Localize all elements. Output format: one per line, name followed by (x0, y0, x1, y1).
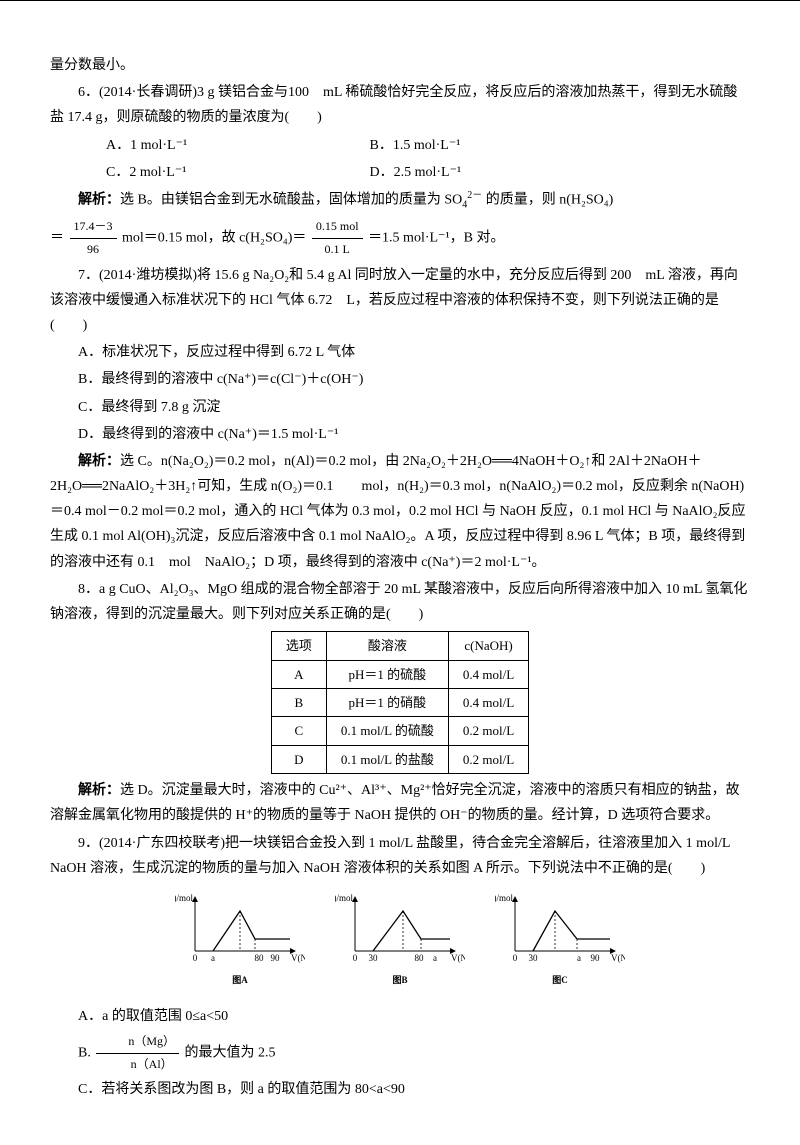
chart-B: n(沉淀)/mol V(NaOH) 0 30 80 a 图B (335, 891, 465, 998)
svg-text:30: 30 (369, 953, 379, 963)
q6-optD: D．2.5 mol·L⁻¹ (342, 160, 602, 185)
q6-options-row2: C．2 mol·L⁻¹ D．2.5 mol·L⁻¹ (50, 160, 750, 185)
svg-text:0: 0 (513, 953, 518, 963)
th-opt: 选项 (271, 632, 326, 660)
svg-text:V(NaOH): V(NaOH) (291, 953, 305, 963)
q7-ans-text: 选 C。n(Na₂O₂)＝0.2 mol，n(Al)＝0.2 mol，由 2Na… (50, 454, 746, 570)
svg-text:80: 80 (415, 953, 425, 963)
document-page: 量分数最小。 6．(2014·长春调研)3 g 镁铝合金与100 mL 稀硫酸恰… (0, 0, 800, 1145)
svg-text:a: a (577, 953, 581, 963)
q6-analysis: 解析：选 B。由镁铝合金到无水硫酸盐，固体增加的质量为 SO42－ 的质量，则 … (50, 187, 750, 214)
th-acid: 酸溶液 (326, 632, 448, 660)
svg-text:90: 90 (591, 953, 601, 963)
optB-tail: 的最大值为 2.5 (185, 1046, 276, 1061)
q9-stem: 9．(2014·广东四校联考)把一块镁铝合金投入到 1 mol/L 盐酸里，待合… (50, 831, 750, 881)
q8-analysis: 解析：选 D。沉淀量最大时，溶液中的 Cu²⁺、Al³⁺、Mg²⁺恰好完全沉淀，… (50, 778, 750, 828)
q6-optA: A．1 mol·L⁻¹ (78, 133, 338, 158)
q8-stem: 8．a g CuO、Al₂O₃、MgO 组成的混合物全部溶于 20 mL 某酸溶… (50, 577, 750, 627)
optB-frac: n（Mg） n（Al） (94, 1031, 181, 1075)
svg-text:0: 0 (193, 953, 198, 963)
svg-text:80: 80 (255, 953, 265, 963)
q6-equation: ＝ 17.4－3 96 mol＝0.15 mol，故 c(H₂SO₄)＝ 0.1… (50, 216, 750, 260)
q9-optA: A．a 的取值范围 0≤a<50 (50, 1004, 750, 1029)
q7-optD: D．最终得到的溶液中 c(Na⁺)＝1.5 mol·L⁻¹ (50, 422, 750, 447)
svg-text:V(NaOH): V(NaOH) (611, 953, 625, 963)
svg-text:30: 30 (529, 953, 539, 963)
q8-table: 选项 酸溶液 c(NaOH) A pH＝1 的硫酸 0.4 mol/L B pH… (271, 631, 529, 774)
leadin-text: 量分数最小。 (50, 53, 750, 78)
svg-text:0: 0 (353, 953, 358, 963)
q6-frac1: 17.4－3 96 (68, 216, 119, 260)
table-row: B pH＝1 的硝酸 0.4 mol/L (271, 688, 528, 716)
svg-text:90: 90 (271, 953, 281, 963)
svg-text:图B: 图B (392, 975, 407, 985)
chart-C: n(沉淀)/mol V(NaOH) 0 30 a 90 图C (495, 891, 625, 998)
table-row: D 0.1 mol/L 的盐酸 0.2 mol/L (271, 745, 528, 773)
svg-text:n(沉淀)/mol: n(沉淀)/mol (175, 892, 193, 903)
q9-optC: C．若将关系图改为图 B，则 a 的取值范围为 80<a<90 (50, 1077, 750, 1102)
svg-text:n(沉淀)/mol: n(沉淀)/mol (495, 892, 513, 903)
svg-text:V(NaOH): V(NaOH) (451, 953, 465, 963)
eq-pre: ＝ (50, 231, 64, 246)
q7-ans-label: 解析： (78, 454, 120, 469)
optB-pre: B. (78, 1046, 91, 1061)
q6-optB: B．1.5 mol·L⁻¹ (342, 133, 602, 158)
q9-charts: n(沉淀)/mol V(NaOH) 0 a 80 90 图A n(沉淀)/mol V(… (50, 891, 750, 998)
chart-A: n(沉淀)/mol V(NaOH) 0 a 80 90 图A (175, 891, 305, 998)
q7-stem: 7．(2014·潍坊模拟)将 15.6 g Na₂O₂和 5.4 g Al 同时… (50, 263, 750, 339)
q6-ans-head2: 的质量，则 n(H₂SO₄) (482, 193, 613, 208)
q8-ans-label: 解析： (78, 783, 120, 798)
q7-optB: B．最终得到的溶液中 c(Na⁺)＝c(Cl⁻)＋c(OH⁻) (50, 367, 750, 392)
table-row: C 0.1 mol/L 的硫酸 0.2 mol/L (271, 717, 528, 745)
q9-optB: B. n（Mg） n（Al） 的最大值为 2.5 (50, 1031, 750, 1075)
eq-end: ＝1.5 mol·L⁻¹，B 对。 (368, 231, 504, 246)
q6-ans-label: 解析： (78, 193, 120, 208)
svg-text:a: a (433, 953, 437, 963)
th-cnaoh: c(NaOH) (448, 632, 528, 660)
q6-stem: 6．(2014·长春调研)3 g 镁铝合金与100 mL 稀硫酸恰好完全反应，将… (50, 80, 750, 130)
eq-mid: mol＝0.15 mol，故 c(H₂SO₄)＝ (122, 231, 306, 246)
table-row: A pH＝1 的硫酸 0.4 mol/L (271, 660, 528, 688)
q8-ans-text: 选 D。沉淀量最大时，溶液中的 Cu²⁺、Al³⁺、Mg²⁺恰好完全沉淀，溶液中… (50, 783, 740, 823)
q6-options-row1: A．1 mol·L⁻¹ B．1.5 mol·L⁻¹ (50, 133, 750, 158)
q7-optC: C．最终得到 7.8 g 沉淀 (50, 395, 750, 420)
q7-analysis: 解析：选 C。n(Na₂O₂)＝0.2 mol，n(Al)＝0.2 mol，由 … (50, 449, 750, 575)
svg-text:n(沉淀)/mol: n(沉淀)/mol (335, 892, 353, 903)
svg-text:图C: 图C (552, 975, 568, 985)
q6-ans-head: 选 B。由镁铝合金到无水硫酸盐，固体增加的质量为 SO (120, 193, 462, 208)
q7-optA: A．标准状况下，反应过程中得到 6.72 L 气体 (50, 340, 750, 365)
svg-text:a: a (211, 953, 215, 963)
q6-frac2: 0.15 mol 0.1 L (310, 216, 365, 260)
table-header-row: 选项 酸溶液 c(NaOH) (271, 632, 528, 660)
svg-text:图A: 图A (232, 975, 248, 985)
q6-optC: C．2 mol·L⁻¹ (78, 160, 338, 185)
